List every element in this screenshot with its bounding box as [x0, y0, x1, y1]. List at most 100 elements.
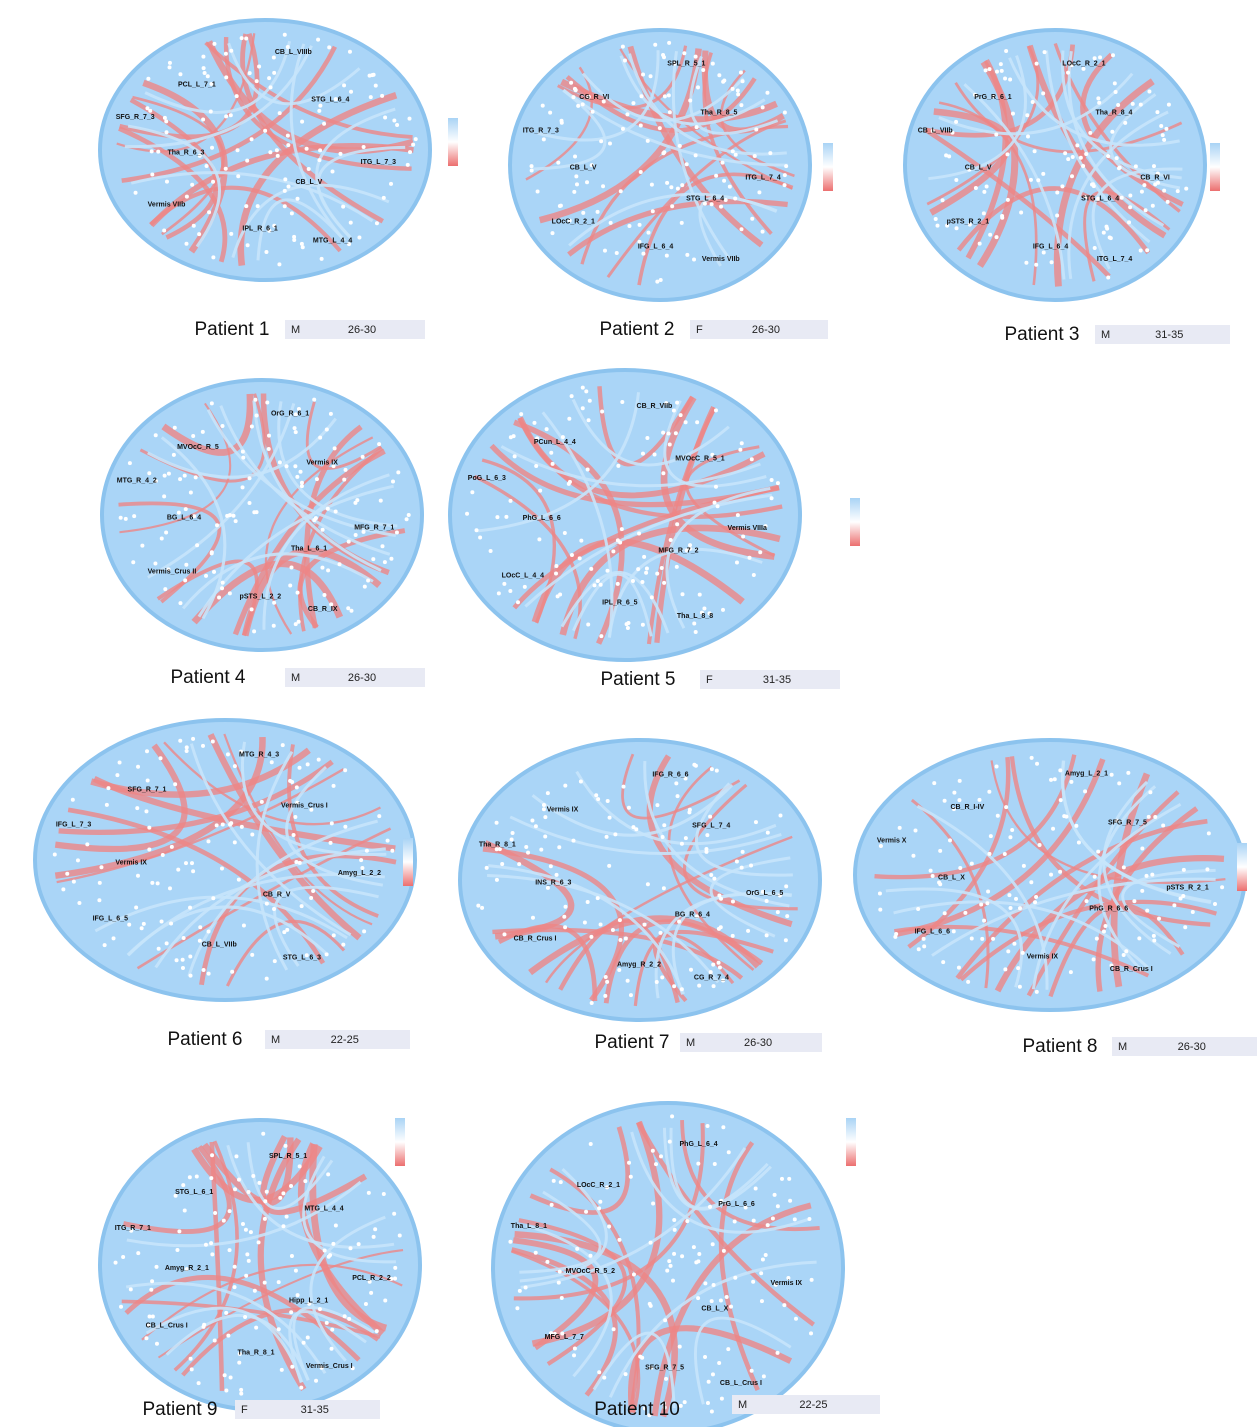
node-dot	[539, 848, 543, 852]
node-dot	[1025, 113, 1029, 117]
node-dot	[502, 582, 506, 586]
node-dot	[326, 568, 330, 572]
node-label: IFG_L_6_4	[1033, 243, 1069, 250]
node-dot	[228, 823, 232, 827]
node-dot	[188, 1175, 192, 1179]
node-dot	[680, 221, 684, 225]
node-dot	[163, 116, 167, 120]
node-dot	[662, 581, 666, 585]
node-dot	[134, 191, 138, 195]
node-dot	[145, 106, 149, 110]
node-dot	[725, 1295, 729, 1299]
node-label: SPL_R_5_1	[667, 60, 705, 67]
node-dot	[294, 430, 298, 434]
node-label: PhG_R_6_6	[1089, 905, 1128, 912]
node-dot	[145, 749, 149, 753]
node-dot	[224, 1311, 228, 1315]
node-dot	[572, 1353, 576, 1357]
node-dot	[627, 224, 631, 228]
node-dot	[715, 769, 719, 773]
node-dot	[524, 845, 528, 849]
node-dot	[85, 842, 89, 846]
node-dot	[206, 74, 210, 78]
patient-panel: CB_R_VVermis IXVermis_Crus ICB_L_VIIbSFG…	[35, 720, 415, 1050]
node-dot	[616, 464, 620, 468]
node-dot	[667, 41, 671, 45]
node-dot	[369, 95, 373, 99]
node-dot	[621, 127, 625, 131]
node-label: STG_L_6_3	[283, 954, 321, 961]
node-dot	[759, 1271, 763, 1275]
node-dot	[712, 877, 716, 881]
node-dot	[1042, 250, 1046, 254]
node-dot	[321, 528, 325, 532]
age-range: 31-35	[763, 674, 791, 686]
node-dot	[343, 768, 347, 772]
node-dot	[509, 499, 513, 503]
node-dot	[257, 1240, 261, 1244]
node-dot	[764, 1253, 768, 1257]
node-dot	[1049, 873, 1053, 877]
node-label: PoG_L_6_3	[468, 475, 506, 482]
node-dot	[147, 826, 151, 830]
node-dot	[663, 94, 667, 98]
node-dot	[229, 49, 233, 53]
node-dot	[952, 929, 956, 933]
node-dot	[489, 549, 493, 553]
node-dot	[653, 43, 657, 47]
colorbar	[1237, 843, 1247, 891]
node-dot	[207, 930, 211, 934]
node-label: MTG_R_4_2	[117, 478, 157, 485]
node-dot	[1131, 102, 1135, 106]
node-dot	[293, 815, 297, 819]
node-dot	[272, 907, 276, 911]
node-dot	[281, 1224, 285, 1228]
node-dot	[212, 42, 216, 46]
node-dot	[713, 501, 717, 505]
node-dot	[667, 1259, 671, 1263]
node-dot	[119, 1305, 123, 1309]
node-dot	[405, 517, 409, 521]
node-dot	[296, 197, 300, 201]
node-dot	[639, 94, 643, 98]
patient-name: Patient 4	[171, 667, 246, 688]
patient-panel: Hipp_L_2_1Amyg_R_2_1MTG_L_4_4Tha_R_8_1ST…	[100, 1118, 420, 1420]
node-dot	[692, 622, 696, 626]
node-dot	[156, 150, 160, 154]
node-dot	[674, 781, 678, 785]
node-dot	[659, 931, 663, 935]
node-dot	[609, 221, 613, 225]
node-dot	[220, 586, 224, 590]
node-dot	[660, 975, 664, 979]
node-dot	[783, 110, 787, 114]
node-dot	[616, 582, 620, 586]
node-dot	[581, 386, 585, 390]
node-dot	[119, 516, 123, 520]
node-dot	[721, 161, 725, 165]
node-dot	[312, 398, 316, 402]
node-dot	[317, 109, 321, 113]
node-dot	[215, 823, 219, 827]
node-dot	[233, 1285, 237, 1289]
node-dot	[239, 1388, 243, 1392]
node-dot	[675, 565, 679, 569]
node-label: PrG_R_6_1	[974, 94, 1011, 101]
node-dot	[217, 596, 221, 600]
node-dot	[233, 840, 237, 844]
node-dot	[594, 793, 598, 797]
node-dot	[1012, 942, 1016, 946]
node-dot	[165, 180, 169, 184]
node-dot	[99, 865, 103, 869]
node-dot	[988, 67, 992, 71]
node-label: PhG_L_6_6	[523, 515, 561, 522]
node-dot	[1213, 902, 1217, 906]
node-dot	[1038, 843, 1042, 847]
node-dot	[640, 1356, 644, 1360]
node-dot	[567, 417, 571, 421]
age-range: 26-30	[744, 1037, 772, 1049]
node-label: ITG_R_7_1	[115, 1225, 151, 1232]
node-dot	[955, 226, 959, 230]
node-dot	[267, 76, 271, 80]
node-dot	[314, 1379, 318, 1383]
node-dot	[731, 899, 735, 903]
